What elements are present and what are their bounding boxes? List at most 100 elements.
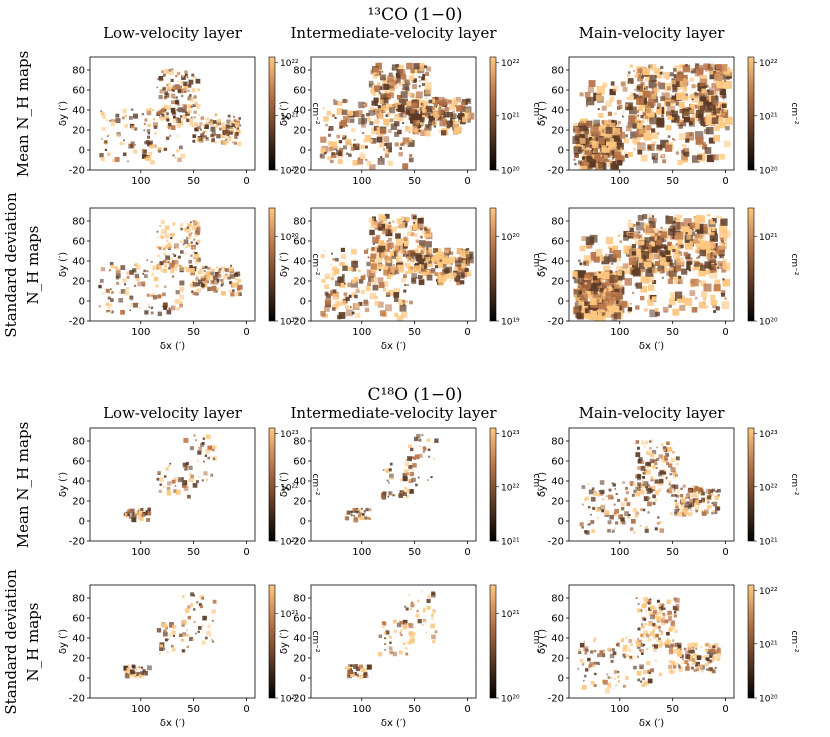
y-tick-label: 40: [551, 477, 564, 488]
y-axis-label: δy (′): [537, 252, 548, 277]
y-tick-label: 0: [558, 517, 564, 528]
colorbar-label: cm⁻²: [789, 102, 799, 124]
y-tick-label: -20: [69, 694, 85, 705]
row-label: N_H maps: [24, 226, 42, 305]
y-tick-label: 0: [79, 674, 85, 685]
y-tick-label: 60: [293, 614, 306, 625]
y-tick-label: -20: [290, 317, 306, 328]
colorbar-tick-label: 10²¹: [280, 610, 299, 620]
x-tick-label: 100: [131, 327, 150, 338]
y-tick-label: -20: [290, 166, 306, 177]
x-tick-label: 0: [464, 327, 470, 338]
colorbar-tick-label: 10²⁰: [501, 167, 520, 177]
x-tick-label: 0: [243, 704, 249, 715]
y-tick-label: -20: [69, 166, 85, 177]
colorbar-tick-label: 10²¹: [501, 112, 520, 122]
colorbar-tick-label: 10²⁰: [280, 695, 299, 705]
axes-frame: [568, 427, 735, 542]
axes-frame: [89, 56, 256, 171]
x-axis-label: δx (′): [639, 341, 664, 352]
y-axis-label: δy (′): [279, 629, 290, 654]
colorbar-tick-label: 10²⁰: [759, 167, 778, 177]
y-tick-label: 40: [72, 257, 85, 268]
intensity-pixels: [344, 433, 439, 523]
x-tick-label: 0: [243, 176, 249, 187]
x-axis-label: δx (′): [381, 718, 406, 729]
map-panel: 80 60 40 20 0 -20 100 50 0 δy (′) δx (′) 10²⁰ 10¹⁹ cm…: [279, 207, 541, 352]
row-label: Standard deviation: [2, 192, 20, 338]
x-axis-label: δx (′): [160, 718, 185, 729]
axes-frame: [568, 584, 735, 699]
y-tick-label: 40: [72, 106, 85, 117]
y-tick-label: 20: [551, 497, 564, 508]
y-tick-label: 80: [72, 594, 85, 605]
y-tick-label: 0: [300, 674, 306, 685]
y-axis-label: δy (′): [58, 252, 69, 277]
x-tick-label: 0: [464, 547, 470, 558]
x-tick-label: 0: [722, 547, 728, 558]
map-panel: 80 60 40 20 0 -20 100 50 0 δy (′) δx (′) 10²² 10²¹ 10…: [537, 584, 799, 729]
axes-frame: [568, 207, 735, 322]
y-tick-label: 20: [551, 654, 564, 665]
molecule-title: ¹³CO (1−0): [367, 5, 462, 25]
axes-frame: [310, 207, 477, 322]
y-tick-label: -20: [69, 537, 85, 548]
y-tick-label: 40: [551, 106, 564, 117]
y-tick-label: 0: [300, 297, 306, 308]
y-tick-label: 40: [293, 634, 306, 645]
column-title: Intermediate-velocity layer: [291, 24, 498, 42]
molecule-title: C¹⁸O (1−0): [367, 385, 462, 405]
colorbar-tick-label: 10²⁰: [280, 167, 299, 177]
x-axis-label: δx (′): [160, 341, 185, 352]
y-tick-label: -20: [69, 317, 85, 328]
x-tick-label: 50: [187, 547, 200, 558]
y-tick-label: 60: [72, 86, 85, 97]
x-tick-label: 50: [666, 704, 679, 715]
row-label: Mean N_H maps: [14, 422, 32, 549]
map-panel: 80 60 40 20 0 -20 100 50 0 δy (′) 10²² 10²¹ 10²⁰ cm⁻²: [279, 56, 541, 187]
x-axis-label: δx (′): [639, 718, 664, 729]
x-tick-label: 100: [610, 327, 629, 338]
map-panel: 80 60 40 20 0 -20 100 50 0 δy (′) 10²³ 10²² 10²¹ cm⁻²: [279, 427, 541, 558]
y-tick-label: 40: [293, 477, 306, 488]
colorbar-label: cm⁻²: [789, 253, 799, 275]
colorbar: [747, 56, 755, 171]
y-axis-label: δy (′): [537, 629, 548, 654]
intensity-pixels: [123, 434, 218, 523]
axes-frame: [310, 584, 477, 699]
x-axis-label: δx (′): [381, 341, 406, 352]
x-tick-label: 50: [408, 704, 421, 715]
x-tick-label: 100: [352, 547, 371, 558]
x-tick-label: 100: [610, 704, 629, 715]
colorbar-tick-label: 10²⁰: [759, 318, 778, 328]
axes-frame: [89, 427, 256, 542]
y-tick-label: 60: [293, 86, 306, 97]
x-tick-label: 100: [131, 547, 150, 558]
intensity-pixels: [572, 63, 733, 170]
y-tick-label: 80: [72, 437, 85, 448]
colorbar-tick-label: 10²¹: [759, 233, 778, 243]
colorbar: [489, 427, 497, 542]
column-title: Main-velocity layer: [579, 24, 726, 42]
column-title: Intermediate-velocity layer: [291, 404, 498, 422]
y-tick-label: 60: [551, 86, 564, 97]
y-axis-label: δy (′): [58, 472, 69, 497]
colorbar-tick-label: 10²²: [280, 483, 299, 493]
colorbar-tick-label: 10²²: [501, 483, 520, 493]
colorbar-tick-label: 10¹⁹: [280, 318, 299, 328]
x-tick-label: 100: [131, 704, 150, 715]
row-label: Mean N_H maps: [14, 51, 32, 178]
y-tick-label: 20: [551, 277, 564, 288]
x-tick-label: 100: [131, 176, 150, 187]
colorbar-tick-label: 10²⁰: [280, 233, 299, 243]
y-tick-label: 40: [551, 634, 564, 645]
colorbar-tick-label: 10²⁰: [501, 233, 520, 243]
y-tick-label: 80: [293, 217, 306, 228]
colorbar-tick-label: 10²⁰: [759, 695, 778, 705]
y-tick-label: 20: [293, 654, 306, 665]
colorbar-tick-label: 10²¹: [501, 610, 520, 620]
x-tick-label: 100: [610, 176, 629, 187]
colorbar: [747, 427, 755, 542]
intensity-pixels: [320, 213, 474, 321]
